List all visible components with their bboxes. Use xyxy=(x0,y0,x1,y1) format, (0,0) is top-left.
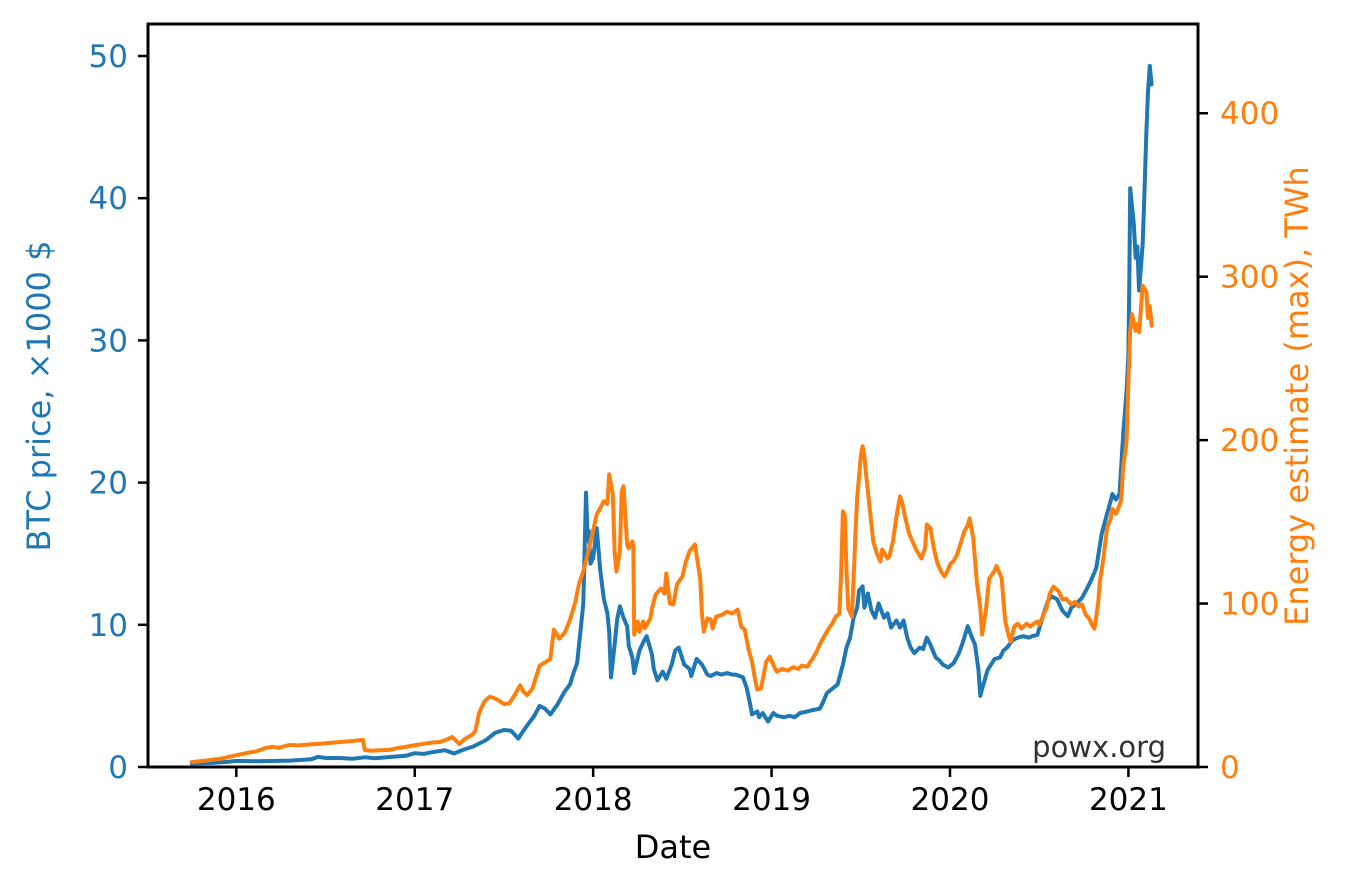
x-axis-ticks: 2016 2017 2018 2019 2020 2021 xyxy=(197,767,1168,818)
right-tick-label: 100 xyxy=(1220,587,1279,623)
left-tick-label: 40 xyxy=(89,181,128,217)
x-tick-label: 2016 xyxy=(197,782,276,818)
left-tick-label: 20 xyxy=(89,466,128,502)
x-tick-label: 2017 xyxy=(375,782,454,818)
watermark-text: powx.org xyxy=(1032,730,1166,764)
right-axis-label: Energy estimate (max), TWh xyxy=(1278,166,1316,626)
right-tick-label: 400 xyxy=(1220,96,1279,132)
right-tick-label: 200 xyxy=(1220,423,1279,459)
left-tick-label: 30 xyxy=(89,323,128,359)
left-axis-ticks: 0 10 20 30 40 50 xyxy=(89,39,148,786)
series-line-energy-estimate xyxy=(189,283,1154,765)
left-tick-label: 50 xyxy=(89,39,128,75)
series-line-btc-price xyxy=(189,63,1154,766)
x-tick-label: 2018 xyxy=(554,782,633,818)
right-tick-label: 0 xyxy=(1220,750,1240,786)
right-axis-ticks: 0 100 200 300 400 xyxy=(1198,96,1279,786)
left-axis-label: BTC price, ×1000 $ xyxy=(20,241,58,552)
x-tick-label: 2021 xyxy=(1089,782,1168,818)
left-tick-label: 10 xyxy=(89,608,128,644)
series-lines xyxy=(189,63,1154,766)
plot-area-border xyxy=(146,22,1200,769)
x-axis-label: Date xyxy=(635,828,711,866)
x-tick-label: 2019 xyxy=(732,782,811,818)
x-tick-label: 2020 xyxy=(911,782,990,818)
right-tick-label: 300 xyxy=(1220,260,1279,296)
left-tick-label: 0 xyxy=(108,750,128,786)
